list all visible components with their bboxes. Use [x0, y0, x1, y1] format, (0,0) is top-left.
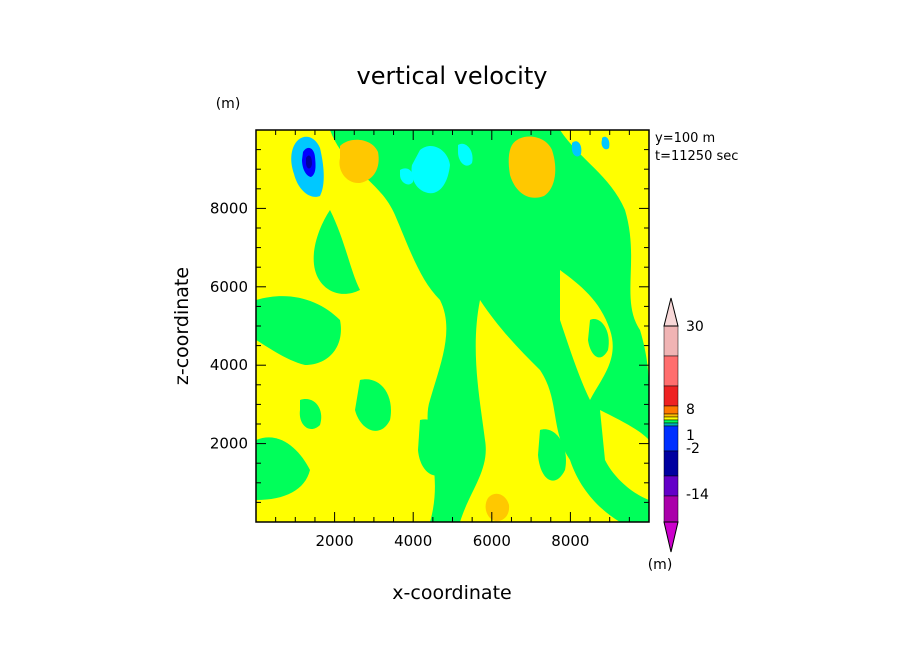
contour-region	[400, 168, 414, 185]
y-tick-label: 2000	[210, 435, 248, 453]
colorbar-segment	[663, 495, 679, 523]
contour-region	[411, 145, 450, 194]
contour-region	[339, 139, 379, 184]
contour-region	[313, 210, 360, 294]
colorbar-segment	[663, 385, 679, 407]
contour-region	[538, 429, 566, 481]
contour-region	[601, 136, 610, 150]
colorbar-tick-label: -14	[686, 487, 709, 503]
contour-region	[508, 136, 556, 198]
contour-region	[470, 130, 649, 400]
contour-region	[460, 300, 620, 522]
annotation-time: t=11250 sec	[655, 149, 738, 164]
contour-region	[355, 379, 391, 431]
colorbar-segment	[663, 405, 679, 415]
x-tick-label: 4000	[394, 532, 432, 550]
chart-title: vertical velocity	[357, 62, 548, 90]
x-tick-label: 2000	[316, 532, 354, 550]
colorbar-segment	[663, 416, 679, 421]
y-axis-label: z-coordinate	[171, 267, 193, 385]
colorbar-segment	[663, 422, 679, 427]
annotation-y-position: y=100 m	[655, 131, 715, 146]
contour-region	[256, 437, 310, 500]
colorbar-segment	[663, 419, 679, 424]
colorbar-unit-label: (m)	[648, 557, 673, 573]
colorbar-bottom-triangle	[663, 521, 679, 553]
colorbar-segment	[663, 425, 679, 452]
contour-region	[560, 270, 613, 400]
colorbar-segment	[663, 355, 679, 387]
y-tick-label: 6000	[210, 278, 248, 296]
colorbar-tick-label: 8	[686, 402, 695, 418]
contour-region	[600, 410, 649, 500]
colorbar-tick-label: 1	[686, 428, 695, 444]
colorbar-segment	[663, 450, 679, 477]
colorbar-tick-label: 30	[686, 319, 704, 335]
y-tick-label: 4000	[210, 356, 248, 374]
x-tick-label: 8000	[551, 532, 589, 550]
contour-field	[256, 130, 649, 522]
colorbar: 30 8 1-2 -14	[663, 297, 709, 553]
contour-region	[306, 155, 312, 169]
contour-region	[418, 419, 451, 476]
contour-region	[571, 141, 582, 157]
colorbar-tick-label: -2	[686, 441, 700, 457]
colorbar-segment	[663, 325, 679, 357]
x-tick-label: 6000	[473, 532, 511, 550]
contour-region	[299, 399, 322, 430]
colorbar-top-triangle	[663, 297, 679, 327]
x-axis-label: x-coordinate	[392, 582, 511, 604]
y-tick-label: 8000	[210, 199, 248, 217]
colorbar-segment	[663, 475, 679, 497]
axis-ticks: 2000 4000 6000 8000 2000 4000 6000 8000	[210, 130, 649, 550]
contour-region	[458, 143, 473, 166]
colorbar-segment	[663, 413, 679, 418]
y-unit-label: (m)	[216, 96, 241, 112]
contour-region	[256, 296, 341, 365]
contour-region	[588, 319, 609, 358]
